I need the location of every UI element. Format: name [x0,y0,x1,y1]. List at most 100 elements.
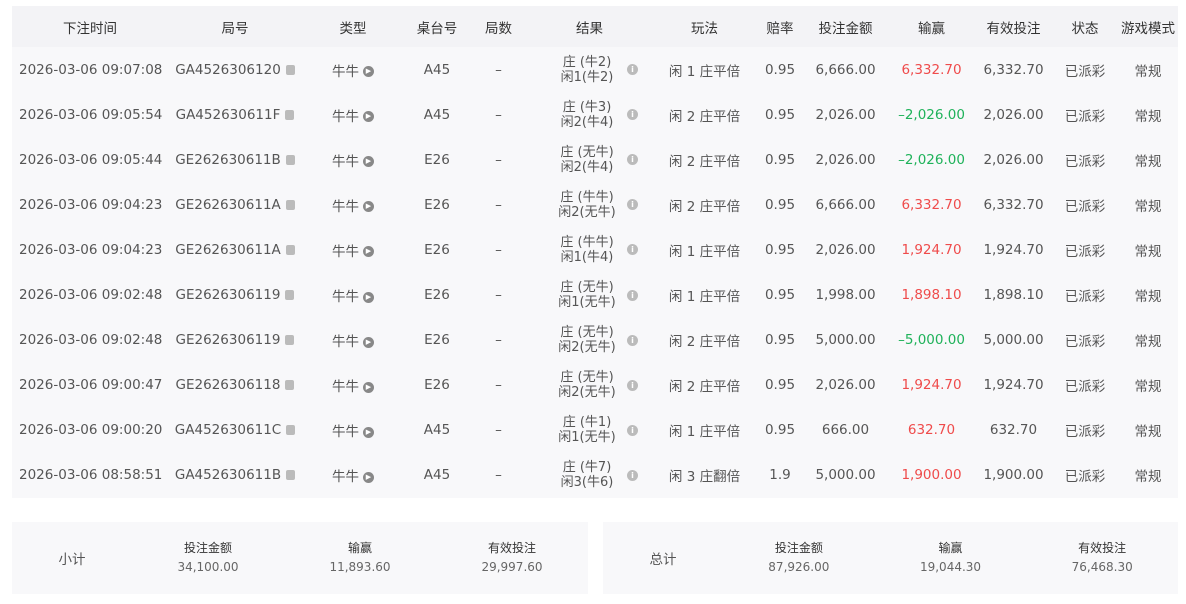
play-icon[interactable]: ▶ [363,201,374,213]
info-icon[interactable]: i [627,289,638,301]
valid-bet: 2,026.00 [983,106,1044,123]
player-result: 闲1(无牛) [558,295,616,311]
play-icon[interactable]: ▶ [363,156,374,168]
column-header: 游戏模式 [1121,20,1175,37]
table-number: A45 [423,106,451,123]
round-count: – [495,196,502,213]
stat-label: 输赢 [938,541,963,555]
round-id-cell: GA4526306120 [168,47,302,92]
win-loss: 1,924.70 [901,241,962,258]
round-id: GE2626306118 [175,377,281,394]
column-header: 下注时间 [63,20,117,37]
banker-result: 庄 (无牛) [560,370,614,386]
table-row: 2026-03-06 09:04:23 GE262630611A 牛牛 ▶ E26… [12,182,1178,227]
round-count: – [495,287,502,304]
total-stat: 输赢 19,044.30 [875,539,1027,577]
table-number: A45 [423,422,451,439]
copy-icon[interactable] [285,199,295,210]
play-icon[interactable]: ▶ [363,471,374,483]
win-loss: 6,332.70 [901,196,962,213]
column-header: 桌台号 [416,20,458,37]
game-type-cell: 牛牛 ▶ [302,47,404,92]
play-icon[interactable]: ▶ [363,381,374,393]
valid-bet: 1,900.00 [983,467,1044,484]
round-count: – [495,332,502,349]
info-icon[interactable]: i [627,379,638,391]
copy-icon[interactable] [286,470,296,481]
round-id: GE262630611B [175,151,281,168]
table-row: 2026-03-06 09:02:48 GE2626306119 牛牛 ▶ E26… [12,272,1178,317]
status: 已派彩 [1064,153,1106,170]
valid-bet: 6,332.70 [983,61,1044,78]
info-icon[interactable]: i [627,199,638,211]
round-count: – [495,241,502,258]
bet-history-table: 下注时间 局号 类型 桌台号 局数 结果 玩法 赔率 投注金额 输赢 有效投注 状态 游戏模式 2026… [12,6,1178,498]
play-icon[interactable]: ▶ [363,291,374,303]
game-type: 牛牛 [332,243,359,260]
info-icon[interactable]: i [627,469,638,481]
bet-time: 2026-03-06 08:58:51 [19,467,163,484]
stat-value: 29,997.60 [481,560,543,574]
play-icon[interactable]: ▶ [363,336,374,348]
player-result: 闲2(无牛) [558,385,616,401]
play-icon[interactable]: ▶ [363,111,374,123]
game-mode: 常规 [1134,153,1162,170]
win-loss: 6,332.70 [901,61,962,78]
info-icon[interactable]: i [627,334,638,346]
copy-icon[interactable] [285,64,295,75]
info-icon[interactable]: i [627,244,638,256]
copy-icon[interactable] [285,244,295,255]
game-type-cell: 牛牛 ▶ [302,453,404,498]
info-icon[interactable]: i [627,109,638,121]
play-icon[interactable]: ▶ [363,246,374,258]
bet-time: 2026-03-06 09:05:44 [19,151,163,168]
game-type: 牛牛 [332,63,359,80]
table-number: E26 [424,287,450,304]
status: 已派彩 [1064,198,1106,215]
game-type: 牛牛 [332,289,359,306]
copy-icon[interactable] [285,109,295,120]
bet-time: 2026-03-06 09:04:23 [19,196,163,213]
bet-time: 2026-03-06 09:07:08 [19,61,163,78]
status: 已派彩 [1064,63,1106,80]
column-header: 局号 [221,20,249,37]
game-mode: 常规 [1134,424,1162,441]
copy-icon[interactable] [285,290,295,301]
column-header: 输赢 [918,20,945,37]
result-cell: 庄 (无牛) 闲2(无牛) i [527,318,652,363]
win-loss: –5,000.00 [898,332,965,349]
info-icon[interactable]: i [627,64,638,76]
table-number: A45 [423,467,451,484]
bet-time: 2026-03-06 09:05:54 [19,106,163,123]
info-icon[interactable]: i [627,424,638,436]
result-cell: 庄 (牛3) 闲2(牛4) i [527,92,652,137]
bet-time: 2026-03-06 09:02:48 [19,332,163,349]
column-header: 类型 [339,20,367,37]
banker-result: 庄 (无牛) [560,325,614,341]
copy-icon[interactable] [285,335,295,346]
subtotal-stat: 输赢 11,893.60 [284,539,436,577]
player-result: 闲1(牛2) [560,69,614,85]
play-icon[interactable]: ▶ [363,426,374,438]
stat-label: 有效投注 [487,541,536,555]
odds: 0.95 [764,61,796,78]
status: 已派彩 [1064,424,1106,441]
result-cell: 庄 (无牛) 闲2(无牛) i [527,363,652,408]
table-row: 2026-03-06 09:02:48 GE2626306119 牛牛 ▶ E26… [12,318,1178,363]
copy-icon[interactable] [286,425,296,436]
round-id-cell: GE2626306118 [168,363,302,408]
banker-result: 庄 (牛7) [562,460,612,476]
player-result: 闲2(无牛) [558,340,616,356]
info-icon[interactable]: i [627,154,638,166]
bet-amount: 6,666.00 [815,61,876,78]
copy-icon[interactable] [285,154,295,165]
odds: 1.9 [769,467,791,484]
play-method: 闲 1 庄平倍 [668,243,741,260]
copy-icon[interactable] [285,380,295,391]
round-id-cell: GE2626306119 [168,318,302,363]
status: 已派彩 [1064,108,1106,125]
play-icon[interactable]: ▶ [363,66,374,78]
column-header: 结果 [576,20,603,37]
stat-value: 34,100.00 [177,560,239,574]
subtotal-stat: 有效投注 29,997.60 [436,539,588,577]
